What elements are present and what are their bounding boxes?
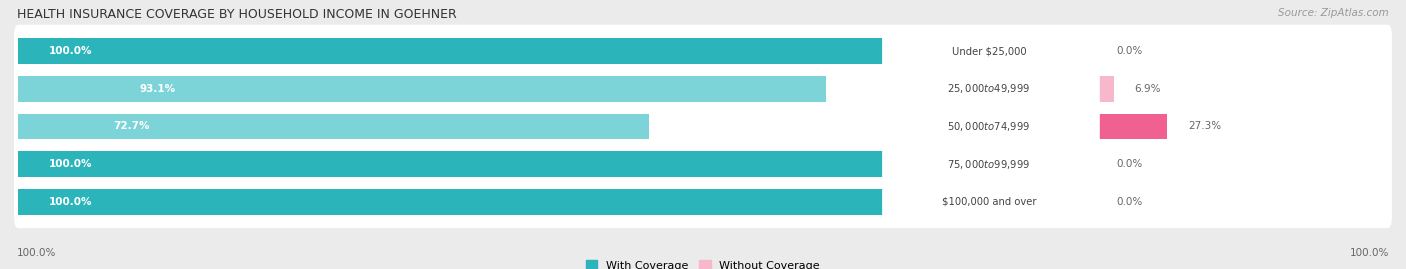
FancyBboxPatch shape xyxy=(14,25,1392,77)
Text: Under $25,000: Under $25,000 xyxy=(952,46,1026,56)
Text: HEALTH INSURANCE COVERAGE BY HOUSEHOLD INCOME IN GOEHNER: HEALTH INSURANCE COVERAGE BY HOUSEHOLD I… xyxy=(17,8,457,21)
Legend: With Coverage, Without Coverage: With Coverage, Without Coverage xyxy=(582,256,824,269)
Text: $100,000 and over: $100,000 and over xyxy=(942,197,1036,207)
Text: 100.0%: 100.0% xyxy=(48,159,91,169)
Text: 93.1%: 93.1% xyxy=(139,84,176,94)
Text: $75,000 to $99,999: $75,000 to $99,999 xyxy=(948,158,1031,171)
Text: 0.0%: 0.0% xyxy=(1116,197,1143,207)
Bar xyxy=(1095,114,1167,139)
Text: 72.7%: 72.7% xyxy=(112,121,149,132)
Text: $50,000 to $74,999: $50,000 to $74,999 xyxy=(948,120,1031,133)
Bar xyxy=(18,189,886,215)
Text: Source: ZipAtlas.com: Source: ZipAtlas.com xyxy=(1278,8,1389,18)
FancyBboxPatch shape xyxy=(14,175,1392,228)
FancyBboxPatch shape xyxy=(882,66,1099,111)
Text: 100.0%: 100.0% xyxy=(17,248,56,258)
FancyBboxPatch shape xyxy=(882,29,1099,74)
Text: 6.9%: 6.9% xyxy=(1135,84,1161,94)
Bar xyxy=(1095,76,1114,102)
FancyBboxPatch shape xyxy=(882,104,1099,149)
Text: 100.0%: 100.0% xyxy=(48,197,91,207)
Bar xyxy=(18,114,650,139)
FancyBboxPatch shape xyxy=(14,138,1392,190)
Text: 0.0%: 0.0% xyxy=(1116,46,1143,56)
Bar xyxy=(18,38,886,64)
Text: 100.0%: 100.0% xyxy=(1350,248,1389,258)
FancyBboxPatch shape xyxy=(14,62,1392,115)
FancyBboxPatch shape xyxy=(882,141,1099,187)
Bar xyxy=(18,151,886,177)
FancyBboxPatch shape xyxy=(14,100,1392,153)
Text: 27.3%: 27.3% xyxy=(1188,121,1220,132)
Text: 0.0%: 0.0% xyxy=(1116,159,1143,169)
Text: $25,000 to $49,999: $25,000 to $49,999 xyxy=(948,82,1031,95)
Bar xyxy=(18,76,827,102)
Text: 100.0%: 100.0% xyxy=(48,46,91,56)
FancyBboxPatch shape xyxy=(882,179,1099,224)
